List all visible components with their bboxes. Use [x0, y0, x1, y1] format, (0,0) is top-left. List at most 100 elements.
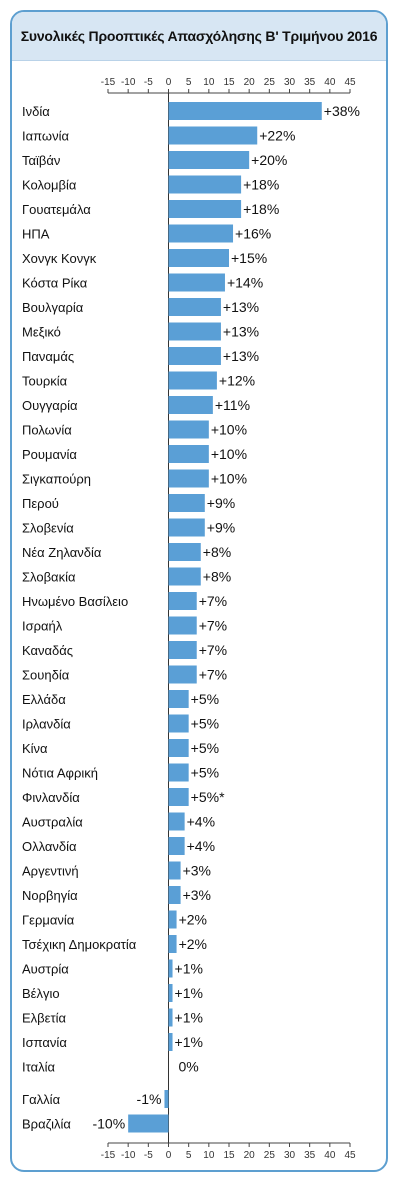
data-label: +1% — [175, 1010, 203, 1026]
data-label: +2% — [179, 912, 207, 928]
bar — [168, 249, 229, 267]
data-label: +10% — [211, 446, 247, 462]
data-label: +12% — [219, 373, 255, 389]
data-label: +7% — [199, 618, 227, 634]
bottom-tick-label: 5 — [186, 1150, 192, 1161]
bottom-tick-label: 10 — [203, 1150, 215, 1161]
category-label: Ταϊβάν — [22, 153, 60, 168]
category-label: Βέλγιο — [22, 986, 60, 1001]
bar — [168, 322, 221, 341]
bar — [168, 959, 173, 978]
bottom-tick-label: -5 — [144, 1150, 153, 1161]
bar — [168, 665, 197, 684]
category-label: Χονγκ Κονγκ — [22, 251, 97, 266]
category-label: Ινδία — [22, 104, 50, 119]
bar — [168, 1033, 173, 1051]
chart-title: Συνολικές Προοπτικές Απασχόλησης Β' Τριμ… — [20, 28, 378, 44]
category-label: Ολλανδία — [22, 839, 77, 854]
category-label: Παναμάς — [22, 349, 74, 364]
data-label: +14% — [227, 275, 263, 291]
data-label: +7% — [199, 667, 227, 683]
category-label: Περού — [22, 496, 59, 511]
bar — [168, 224, 234, 243]
bottom-tick-label: 15 — [223, 1150, 235, 1161]
bar — [164, 1090, 169, 1108]
bar — [168, 126, 258, 145]
category-label: Κολομβία — [22, 178, 77, 193]
data-label: +7% — [199, 593, 227, 609]
category-label: Σλοβενία — [22, 521, 74, 536]
top-tick-label: 10 — [203, 77, 215, 88]
bottom-tick-label: -15 — [101, 1150, 116, 1161]
data-label: +13% — [223, 348, 259, 364]
data-label: +10% — [211, 422, 247, 438]
bottom-tick-label: 40 — [324, 1150, 336, 1161]
data-label: +3% — [183, 887, 211, 903]
category-label: Νέα Ζηλανδία — [22, 545, 102, 560]
bar — [168, 200, 242, 218]
category-label: Γαλλία — [22, 1092, 61, 1107]
data-label: +4% — [187, 814, 215, 830]
bar — [168, 641, 197, 659]
category-label: Ιρλανδία — [22, 717, 71, 732]
category-label: Ιταλία — [22, 1060, 55, 1075]
category-label: Γουατεμάλα — [22, 202, 91, 217]
bar — [168, 739, 189, 757]
bar — [168, 935, 177, 953]
bottom-tick-label: 30 — [284, 1150, 296, 1161]
top-tick-label: 25 — [264, 77, 276, 88]
bottom-tick-label: -10 — [121, 1150, 136, 1161]
bar — [168, 763, 189, 782]
data-label: -10% — [92, 1116, 125, 1132]
bottom-tick-label: 20 — [244, 1150, 256, 1161]
data-label: +15% — [231, 250, 267, 266]
bar — [168, 102, 322, 120]
category-label: Ισπανία — [22, 1035, 67, 1050]
data-label: +16% — [235, 226, 271, 242]
top-tick-label: 30 — [284, 77, 296, 88]
bar — [128, 1114, 169, 1133]
bar — [168, 371, 217, 390]
data-label: +1% — [175, 985, 203, 1001]
category-label: Ουγγαρία — [22, 398, 78, 413]
data-label: +11% — [215, 397, 250, 413]
category-label: Σλοβακία — [22, 570, 76, 585]
category-label: Ρουμανία — [22, 447, 77, 462]
bar — [168, 347, 221, 365]
bar — [168, 175, 242, 194]
bar — [168, 494, 205, 512]
category-label: ΗΠΑ — [22, 227, 50, 242]
data-label: +18% — [243, 177, 279, 193]
data-label: +1% — [175, 961, 203, 977]
data-label: +9% — [207, 520, 235, 536]
top-tick-label: 40 — [324, 77, 336, 88]
category-label: Πολωνία — [22, 423, 72, 438]
category-label: Σουηδία — [22, 668, 70, 683]
top-tick-label: 45 — [344, 77, 356, 88]
data-label: +10% — [211, 471, 247, 487]
data-label: +8% — [203, 569, 231, 585]
bottom-tick-label: 35 — [304, 1150, 316, 1161]
bar — [168, 812, 185, 831]
bottom-tick-label: 25 — [264, 1150, 276, 1161]
category-label: Αυστραλία — [22, 815, 83, 830]
data-label: +9% — [207, 495, 235, 511]
bar — [168, 273, 225, 292]
category-label: Νότια Αφρική — [22, 766, 98, 781]
data-label: +38% — [324, 103, 360, 119]
category-label: Μεξικό — [22, 325, 61, 340]
bar — [168, 714, 189, 733]
bar — [168, 690, 189, 708]
top-tick-label: 0 — [166, 77, 172, 88]
data-label: 0% — [179, 1059, 199, 1075]
bar — [168, 592, 197, 610]
top-tick-label: -5 — [144, 77, 153, 88]
top-tick-label: 15 — [223, 77, 235, 88]
data-label: +13% — [223, 299, 259, 315]
category-label: Γερμανία — [22, 913, 75, 928]
data-label: +20% — [251, 152, 287, 168]
top-tick-label: -10 — [121, 77, 136, 88]
bar — [168, 984, 173, 1002]
data-label: +22% — [259, 128, 295, 144]
